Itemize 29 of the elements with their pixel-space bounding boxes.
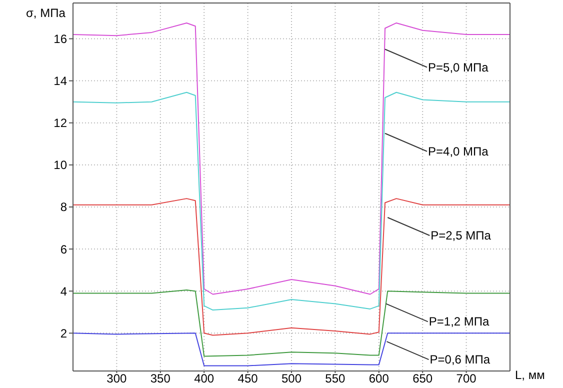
y-tick-label: 14 bbox=[54, 74, 68, 88]
x-tick-label: 450 bbox=[238, 372, 258, 386]
y-tick-label: 10 bbox=[54, 158, 68, 172]
y-tick-label: 2 bbox=[60, 326, 68, 340]
annotation: P=4,0 МПа bbox=[428, 144, 489, 158]
x-tick-label: 500 bbox=[281, 372, 302, 386]
x-tick-label: 300 bbox=[106, 372, 128, 386]
y-tick-label: 6 bbox=[60, 242, 68, 256]
x-tick-label: 650 bbox=[412, 372, 433, 386]
y-tick-label: 8 bbox=[60, 200, 68, 214]
line-series bbox=[73, 22, 510, 295]
x-tick-label: 400 bbox=[194, 372, 214, 386]
x-tick-label: 700 bbox=[456, 372, 477, 386]
y-axis-title: σ, МПа bbox=[26, 6, 66, 20]
line-series bbox=[73, 198, 510, 336]
annotation: P=5,0 МПа bbox=[428, 60, 489, 74]
annotation: P=0,6 МПа bbox=[430, 352, 490, 367]
x-tick-label: 350 bbox=[150, 372, 171, 386]
x-tick-label: 550 bbox=[325, 372, 346, 386]
y-tick-label: 4 bbox=[60, 284, 68, 298]
line-series bbox=[73, 290, 510, 357]
annotation: P=2,5 МПа bbox=[430, 228, 492, 242]
y-tick-label: 12 bbox=[54, 116, 68, 130]
x-axis-title: L, мм bbox=[515, 368, 545, 382]
x-tick-label: 600 bbox=[368, 372, 390, 386]
line-series bbox=[73, 332, 510, 366]
line-series bbox=[73, 92, 510, 311]
y-tick-label: 16 bbox=[54, 32, 68, 46]
annotation: P=1,2 МПа bbox=[428, 314, 490, 329]
